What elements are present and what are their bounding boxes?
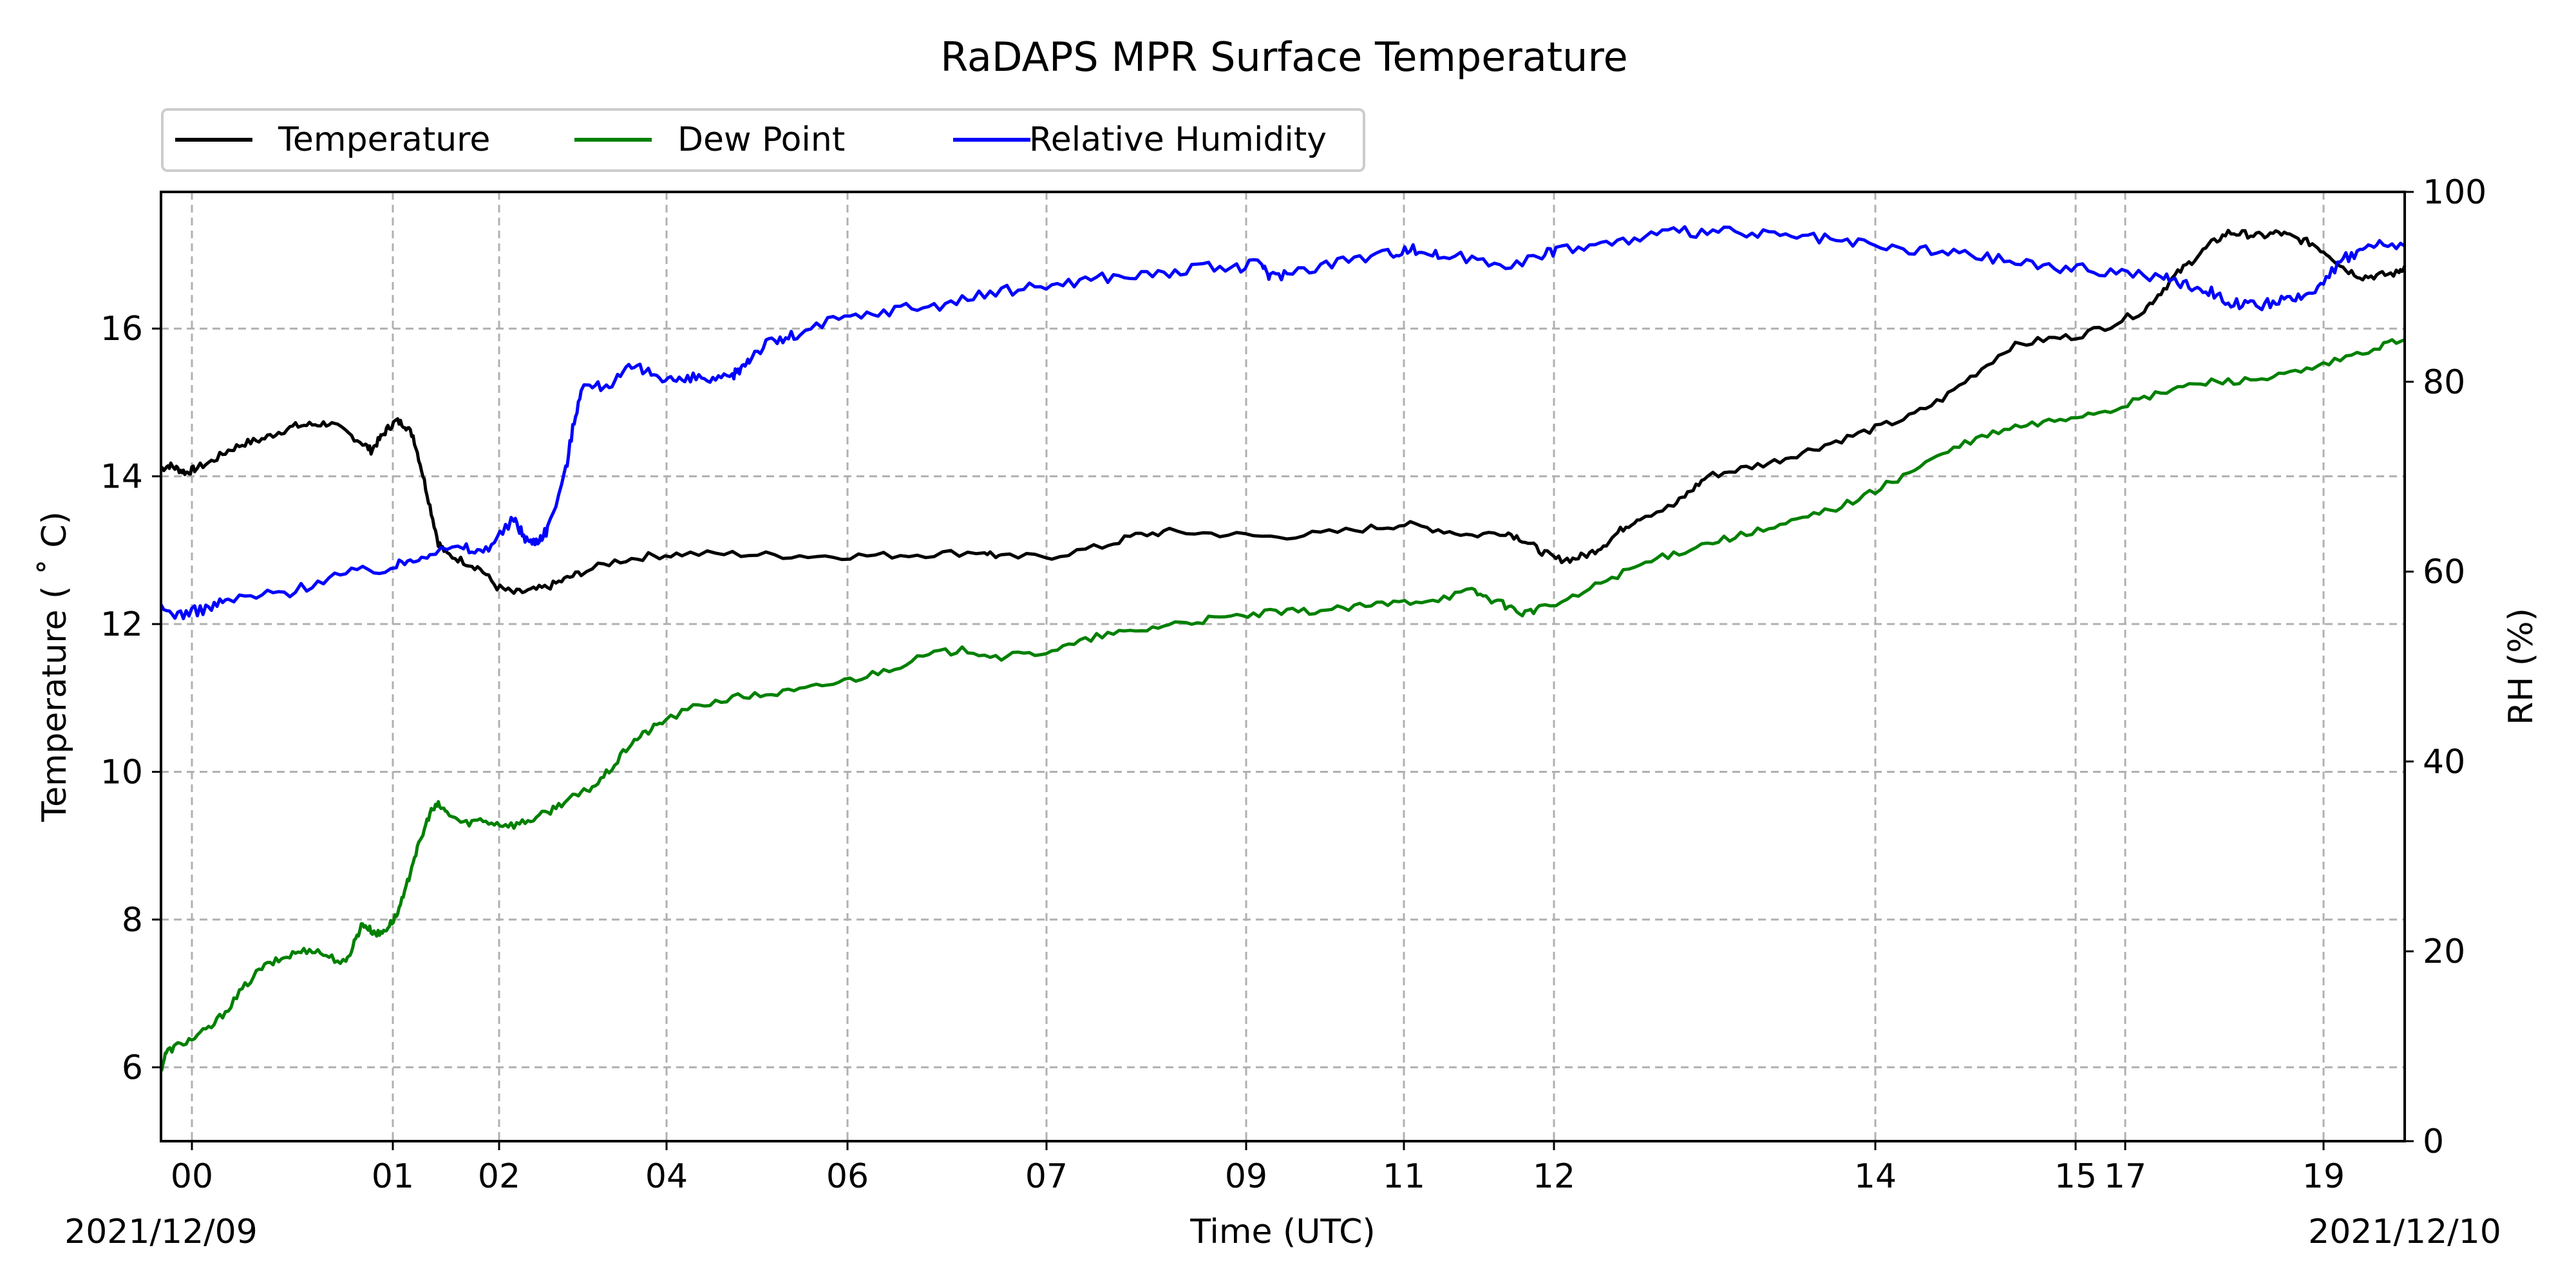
x-tick-label: 12 [1533,1157,1575,1196]
x-tick-label: 07 [1025,1157,1068,1196]
y-right-tick-label: 60 [2423,553,2465,592]
y-right-tick-label: 20 [2423,933,2465,971]
x-tick-label: 01 [372,1157,414,1196]
series-lines [159,225,2407,1072]
legend-item-relative-humidity: Relative Humidity [953,120,1327,159]
y-left-axis-ticks: 6 8 10 12 14 16 [100,310,161,1087]
y-left-tick-label: 6 [122,1048,143,1087]
series-line-relative-humidity [159,225,2406,621]
y-right-tick-label: 40 [2423,743,2465,781]
y-left-axis-label: Temperature ( ˚ C) [35,511,74,822]
y-left-tick-label: 14 [100,458,143,497]
legend-label-temperature: Temperature [278,120,490,159]
legend-label-relative-humidity: Relative Humidity [1029,120,1327,159]
legend: Temperature Dew Point Relative Humidity [161,108,1365,172]
legend-frame [161,108,1365,172]
date-label-end: 2021/12/10 [2308,1213,2501,1251]
y-right-tick-label: 0 [2423,1122,2444,1161]
y-left-tick-label: 16 [100,310,143,348]
y-left-tick-label: 12 [100,605,143,644]
x-tick-label: 04 [645,1157,688,1196]
plot-frame [160,191,2406,1142]
x-axis-ticks: 00 01 02 04 06 07 09 11 12 14 15 17 19 [171,1141,2345,1196]
x-tick-label: 09 [1225,1157,1267,1196]
y-left-tick-label: 10 [100,753,143,791]
y-right-tick-label: 80 [2423,363,2465,402]
x-tick-label: 11 [1383,1157,1425,1196]
y-left-tick-label: 8 [122,901,143,940]
legend-item-temperature: Temperature [175,120,490,159]
y-right-tick-label: 100 [2423,173,2486,212]
legend-label-dew-point: Dew Point [677,120,845,159]
x-tick-label: 00 [171,1157,213,1196]
y-right-axis-ticks: 0 20 40 60 80 100 [2405,173,2486,1161]
x-tick-label: 15 [2054,1157,2097,1196]
legend-item-dew-point: Dew Point [574,120,845,159]
x-tick-label: 14 [1854,1157,1897,1196]
x-tick-label: 17 [2104,1157,2146,1196]
chart-title: RaDAPS MPR Surface Temperature [940,33,1628,80]
grid [161,192,2405,1141]
x-tick-label: 19 [2302,1157,2345,1196]
x-tick-label: 02 [478,1157,520,1196]
series-line-dew-point [159,338,2405,1072]
x-axis-label: Time (UTC) [1189,1213,1375,1251]
y-right-axis-label: RH (%) [2502,608,2541,725]
series-line-temperature [160,229,2407,595]
x-tick-label: 06 [826,1157,869,1196]
date-label-start: 2021/12/09 [64,1213,258,1251]
